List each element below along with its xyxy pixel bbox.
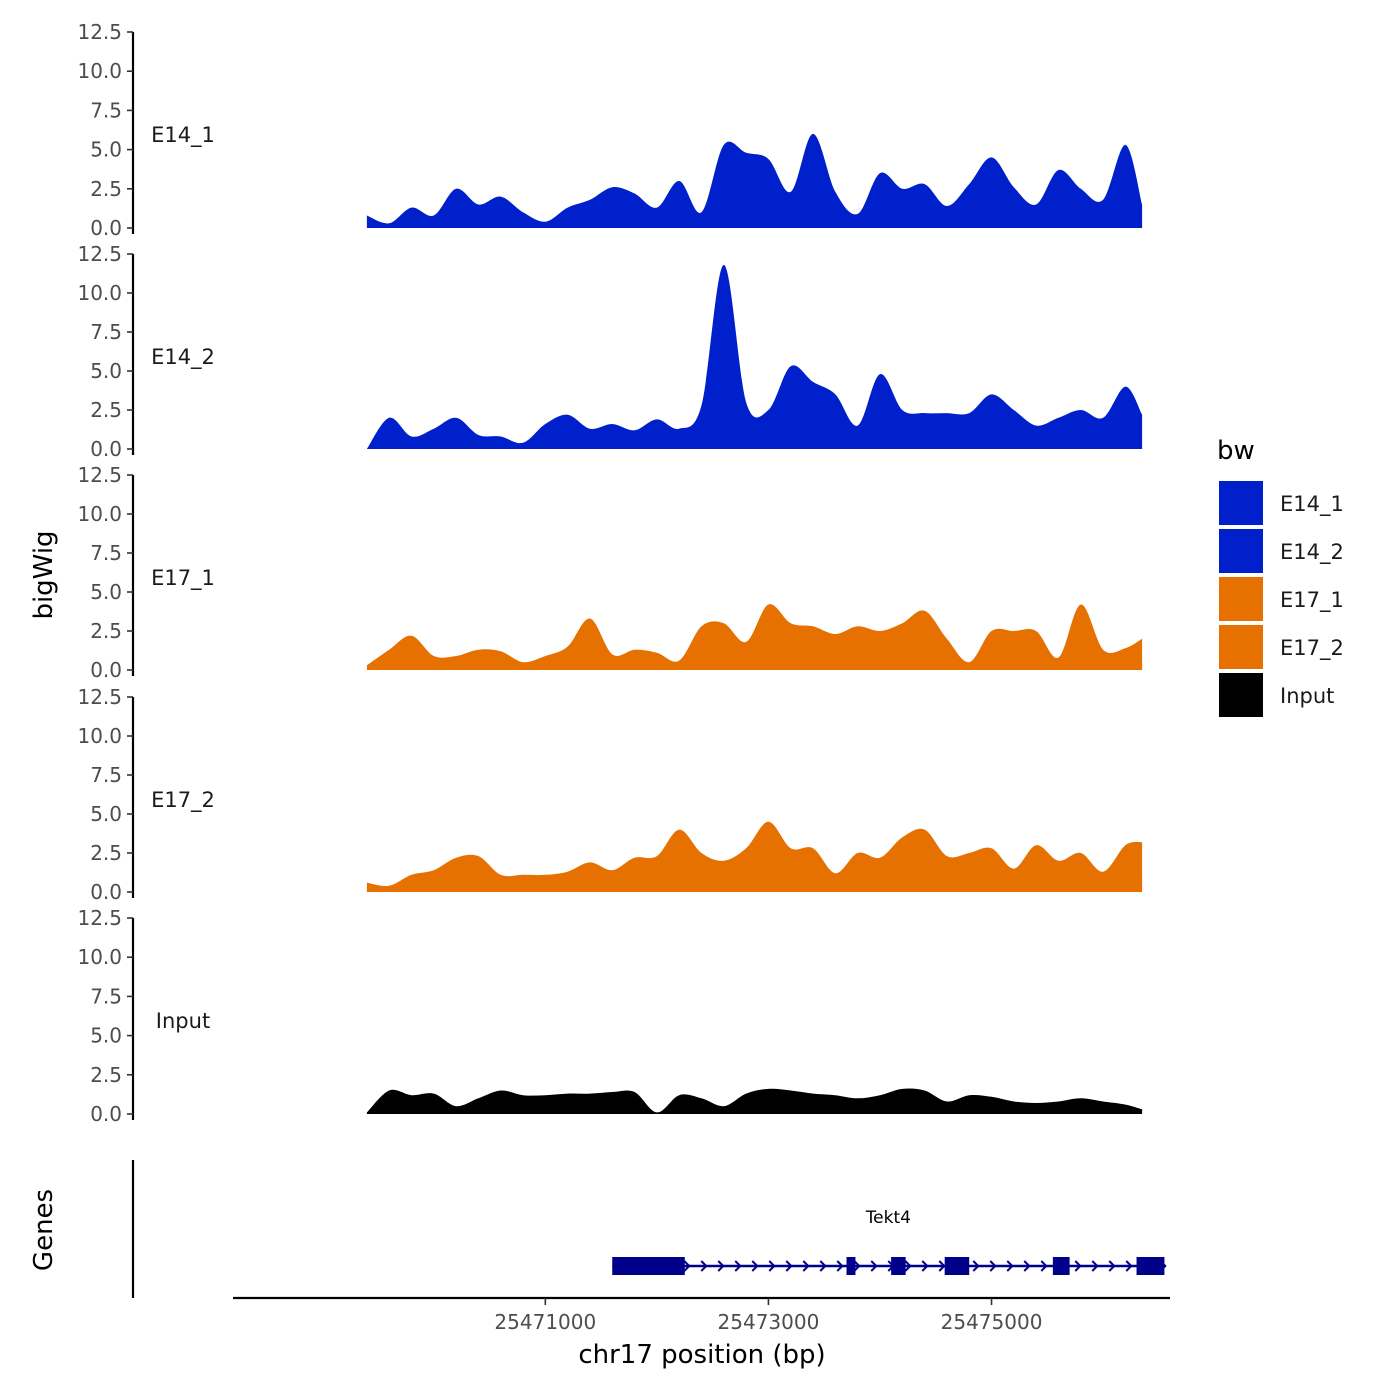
x-tick-label: 25473000 xyxy=(718,1310,820,1334)
y-tick-label-Input: 2.5 xyxy=(90,1063,122,1087)
y-tick-label-E14_2: 5.0 xyxy=(90,359,122,383)
y-tick-label-E17_2: 12.5 xyxy=(77,685,122,709)
y-tick-label-Input: 0.0 xyxy=(90,1102,122,1126)
strand-arrow xyxy=(1074,1260,1082,1272)
y-tick-label-E17_1: 5.0 xyxy=(90,580,122,604)
y-tick-label-E14_2: 2.5 xyxy=(90,398,122,422)
strand-arrow xyxy=(870,1260,878,1272)
y-tick-label-E14_1: 10.0 xyxy=(77,59,122,83)
track-E17_1: 0.0 2.5 5.0 7.5 10.0 12.5 E17_1 xyxy=(77,463,1143,682)
area-E14_1 xyxy=(366,133,1143,228)
strand-arrow xyxy=(717,1260,725,1272)
strand-arrow xyxy=(1023,1260,1031,1272)
y-tick-label-Input: 10.0 xyxy=(77,945,122,969)
track-label-Input: Input xyxy=(156,1009,210,1033)
exon-Tekt4 xyxy=(1052,1257,1070,1275)
genes-axis-title: Genes xyxy=(29,1189,59,1271)
area-E14_2 xyxy=(366,264,1143,449)
y-tick-label-E14_1: 0.0 xyxy=(90,216,122,240)
y-tick-label-E17_2: 5.0 xyxy=(90,802,122,826)
strand-arrow xyxy=(904,1260,912,1272)
y-tick-label-E14_2: 10.0 xyxy=(77,281,122,305)
legend-label-E14_1: E14_1 xyxy=(1280,492,1344,517)
strand-arrow xyxy=(836,1260,844,1272)
track-label-E14_2: E14_2 xyxy=(151,345,215,370)
y-tick-label-Input: 5.0 xyxy=(90,1024,122,1048)
strand-arrow xyxy=(853,1260,861,1272)
y-tick-label-E14_2: 12.5 xyxy=(77,242,122,266)
y-tick-label-E17_1: 10.0 xyxy=(77,502,122,526)
signal-tracks: 0.0 2.5 5.0 7.5 10.0 12.5 E14_1 0.0 2.5 5.0 7.5 10.… xyxy=(77,20,1143,1126)
y-tick-label-E14_1: 7.5 xyxy=(90,98,122,122)
area-Input xyxy=(366,1088,1143,1114)
strand-arrow xyxy=(1091,1260,1099,1272)
strand-arrow xyxy=(819,1260,827,1272)
strand-arrow xyxy=(802,1260,810,1272)
x-axis-title: chr17 position (bp) xyxy=(578,1340,825,1370)
y-tick-label-Input: 7.5 xyxy=(90,984,122,1008)
legend-swatch-Input xyxy=(1219,673,1263,717)
strand-arrow xyxy=(1006,1260,1014,1272)
strand-arrow xyxy=(921,1260,929,1272)
track-E17_2: 0.0 2.5 5.0 7.5 10.0 12.5 E17_2 xyxy=(77,685,1143,904)
legend: bw E14_1 E14_2 E17_1 E17_2 Input xyxy=(1217,436,1344,717)
exon-Tekt4 xyxy=(1136,1257,1165,1275)
y-tick-label-E14_1: 2.5 xyxy=(90,177,122,201)
area-E17_1 xyxy=(366,604,1143,670)
x-tick-label: 25475000 xyxy=(941,1310,1043,1334)
y-tick-label-E14_2: 7.5 xyxy=(90,320,122,344)
strand-arrow xyxy=(1040,1260,1048,1272)
strand-arrow xyxy=(683,1260,691,1272)
legend-label-E17_1: E17_1 xyxy=(1280,588,1344,613)
legend-swatch-E17_2 xyxy=(1219,625,1263,669)
legend-title: bw xyxy=(1217,436,1255,466)
y-tick-label-E17_2: 7.5 xyxy=(90,763,122,787)
strand-arrow xyxy=(751,1260,759,1272)
exon-Tekt4 xyxy=(891,1257,906,1275)
x-axis: 25471000 25473000 25475000 xyxy=(233,1296,1170,1334)
track-E14_2: 0.0 2.5 5.0 7.5 10.0 12.5 E14_2 xyxy=(77,242,1143,461)
strand-arrow xyxy=(938,1260,946,1272)
strand-arrow xyxy=(972,1260,980,1272)
y-tick-label-E14_1: 12.5 xyxy=(77,20,122,44)
y-tick-label-E14_2: 0.0 xyxy=(90,437,122,461)
legend-label-E14_2: E14_2 xyxy=(1280,540,1344,565)
strand-arrow xyxy=(768,1260,776,1272)
strand-arrow xyxy=(1125,1260,1133,1272)
strand-arrow xyxy=(734,1260,742,1272)
track-label-E14_1: E14_1 xyxy=(151,123,215,148)
y-tick-label-E17_2: 2.5 xyxy=(90,841,122,865)
track-E14_1: 0.0 2.5 5.0 7.5 10.0 12.5 E14_1 xyxy=(77,20,1143,240)
exon-Tekt4 xyxy=(846,1257,856,1275)
legend-swatch-E17_1 xyxy=(1219,577,1263,621)
y-tick-label-E17_2: 0.0 xyxy=(90,880,122,904)
x-tick-label: 25471000 xyxy=(494,1310,596,1334)
exon-Tekt4 xyxy=(612,1257,685,1275)
y-tick-label-E17_1: 12.5 xyxy=(77,463,122,487)
track-Input: 0.0 2.5 5.0 7.5 10.0 12.5 Input xyxy=(77,906,1143,1126)
track-label-E17_1: E17_1 xyxy=(151,566,215,591)
y-tick-label-E17_1: 2.5 xyxy=(90,619,122,643)
y-tick-label-E14_1: 5.0 xyxy=(90,138,122,162)
legend-label-Input: Input xyxy=(1280,684,1334,708)
track-label-E17_2: E17_2 xyxy=(151,788,215,813)
legend-swatch-E14_1 xyxy=(1219,481,1263,525)
strand-arrow xyxy=(700,1260,708,1272)
strand-arrow xyxy=(1108,1260,1116,1272)
gene-label-Tekt4: Tekt4 xyxy=(865,1208,911,1228)
strand-arrow xyxy=(989,1260,997,1272)
y-tick-label-E17_2: 10.0 xyxy=(77,724,122,748)
legend-label-E17_2: E17_2 xyxy=(1280,636,1344,661)
area-E17_2 xyxy=(366,821,1143,892)
legend-swatch-E14_2 xyxy=(1219,529,1263,573)
y-axis-title: bigWig xyxy=(29,530,59,619)
y-tick-label-Input: 12.5 xyxy=(77,906,122,930)
strand-arrow xyxy=(785,1260,793,1272)
y-tick-label-E17_1: 0.0 xyxy=(90,658,122,682)
gene-panel: Tekt4 xyxy=(131,1160,1167,1298)
y-tick-label-E17_1: 7.5 xyxy=(90,541,122,565)
exon-Tekt4 xyxy=(944,1257,970,1275)
